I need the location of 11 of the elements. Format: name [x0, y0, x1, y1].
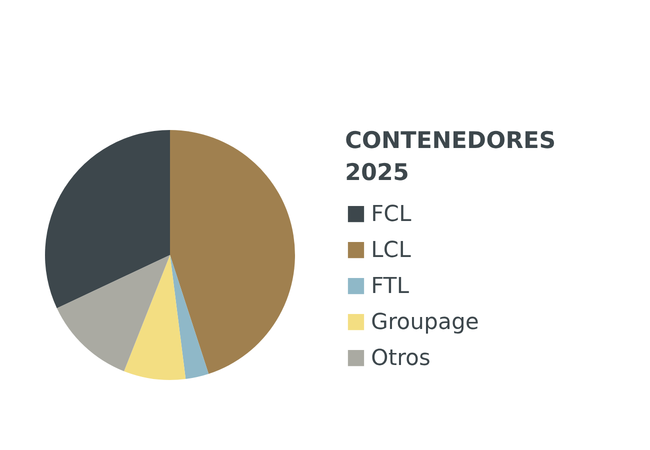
- legend-label: FCL: [371, 202, 412, 227]
- legend-label: Otros: [371, 346, 430, 371]
- legend-label: Groupage: [371, 310, 479, 335]
- pie-slice: [45, 130, 170, 308]
- pie-slice: [170, 130, 295, 374]
- pie-slice: [124, 255, 186, 380]
- legend-label: LCL: [371, 238, 412, 263]
- pie-slice: [170, 255, 209, 380]
- legend-title: CONTENEDORES 2025: [345, 128, 556, 186]
- legend-label: FTL: [371, 274, 410, 299]
- pie-slice: [56, 255, 170, 372]
